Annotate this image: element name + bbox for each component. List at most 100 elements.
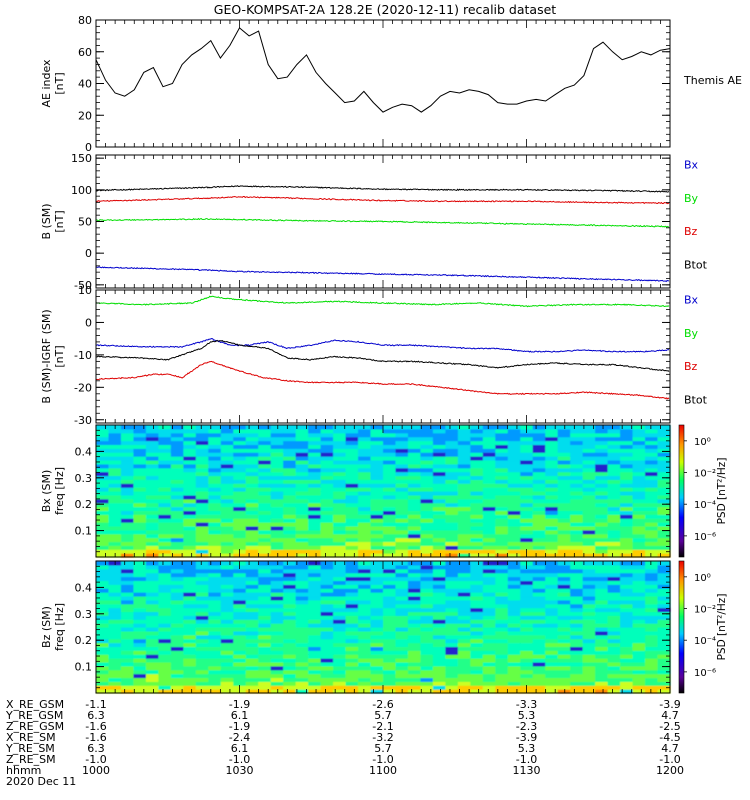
heatmap-cell	[96, 502, 110, 508]
heatmap-cell	[195, 584, 209, 589]
heatmap-cell	[607, 525, 621, 531]
heatmap-cell	[333, 564, 347, 570]
heatmap-cell	[233, 576, 247, 582]
heatmap-cell	[270, 627, 284, 632]
heatmap-cell	[120, 623, 135, 628]
heatmap-cell	[283, 568, 297, 574]
heatmap-cell	[532, 665, 546, 671]
ephemeris-row-label: hhmm	[6, 764, 42, 777]
heatmap-cell	[220, 456, 234, 461]
heatmap-cell	[445, 654, 459, 659]
heatmap-cell	[507, 491, 521, 496]
heatmap-cell	[470, 623, 484, 628]
heatmap-cell	[345, 448, 359, 453]
heatmap-cell	[620, 514, 634, 519]
heatmap-cell	[457, 549, 471, 554]
heatmap-cell	[532, 607, 546, 613]
heatmap-cell	[482, 564, 496, 570]
heatmap-cell	[445, 452, 459, 457]
heatmap-cell	[582, 459, 596, 465]
heatmap-cell	[520, 588, 534, 593]
heatmap-cell	[632, 689, 646, 694]
heatmap-cell	[470, 452, 484, 457]
heatmap-cell	[432, 502, 446, 508]
heatmap-cell	[295, 553, 309, 558]
heatmap-cell	[145, 553, 159, 558]
heatmap-cell	[495, 654, 509, 659]
heatmap-cell	[108, 456, 122, 461]
ephemeris-value: -1.0	[515, 753, 538, 766]
heatmap-cell	[645, 689, 659, 694]
heatmap-cell	[308, 487, 322, 492]
heatmap-cell	[133, 494, 147, 500]
heatmap-cell	[457, 533, 471, 539]
heatmap-cell	[183, 522, 197, 527]
heatmap-cell	[607, 533, 621, 539]
heatmap-cell	[183, 444, 197, 449]
heatmap-cell	[158, 479, 172, 484]
heatmap-cell	[295, 681, 309, 686]
ephemeris-row-label: Z_RE_GSM	[6, 720, 65, 733]
heatmap-cell	[457, 510, 471, 515]
heatmap-cell	[145, 444, 159, 449]
heatmap-cell	[507, 452, 521, 457]
heatmap-cell	[183, 456, 197, 461]
heatmap-cell	[557, 522, 571, 527]
heatmap-cell	[645, 514, 659, 519]
heatmap-cell	[520, 506, 534, 512]
heatmap-cell	[432, 463, 446, 469]
heatmap-cell	[120, 568, 135, 574]
heatmap-cell	[470, 444, 484, 449]
heatmap-cell	[607, 483, 621, 488]
heatmap-cell	[308, 584, 322, 589]
heatmap-cell	[620, 677, 634, 682]
heatmap-cell	[370, 588, 384, 593]
heatmap-cell	[607, 432, 621, 438]
heatmap-cell	[557, 518, 571, 523]
heatmap-cell	[270, 630, 284, 636]
heatmap-cell	[295, 646, 309, 651]
heatmap-cell	[395, 564, 409, 570]
ephemeris-value: -2.1	[372, 720, 394, 733]
heatmap-cell	[607, 518, 621, 523]
heatmap-cell	[195, 428, 209, 434]
heatmap-cell	[96, 619, 110, 624]
heatmap-cell	[557, 467, 571, 473]
heatmap-cell	[507, 459, 521, 465]
heatmap-cell	[620, 522, 634, 527]
heatmap-cell	[145, 525, 159, 531]
heatmap-cell	[370, 689, 384, 694]
heatmap-cell	[420, 677, 434, 682]
heatmap-cell	[170, 561, 184, 566]
heatmap-cell	[358, 452, 372, 457]
heatmap-cell	[595, 471, 609, 477]
heatmap-cell	[632, 428, 646, 434]
heatmap-cell	[657, 518, 671, 523]
heatmap-cell	[320, 537, 334, 543]
heatmap-cell	[470, 545, 484, 550]
heatmap-cell	[407, 599, 422, 605]
heatmap-cell	[420, 514, 434, 519]
heatmap-cell	[133, 588, 147, 593]
heatmap-cell	[96, 506, 110, 512]
heatmap-cell	[183, 483, 197, 488]
heatmap-cell	[283, 456, 297, 461]
y-tick-label: 40	[78, 78, 92, 91]
heatmap-cell	[258, 537, 272, 543]
heatmap-cell	[145, 592, 159, 597]
heatmap-cell	[470, 661, 484, 667]
heatmap-cell	[96, 479, 110, 484]
heatmap-cell	[358, 459, 372, 465]
heatmap-cell	[482, 479, 496, 484]
heatmap-cell	[283, 518, 297, 523]
heatmap-cell	[532, 459, 546, 465]
heatmap-cell	[607, 642, 621, 648]
heatmap-cell	[545, 677, 559, 682]
heatmap-cell	[295, 689, 309, 694]
heatmap-cell	[220, 525, 234, 531]
heatmap-cell	[333, 463, 347, 469]
heatmap-cell	[220, 588, 234, 593]
heatmap-cell	[632, 634, 646, 640]
heatmap-cell	[645, 541, 659, 546]
heatmap-cell	[632, 642, 646, 648]
